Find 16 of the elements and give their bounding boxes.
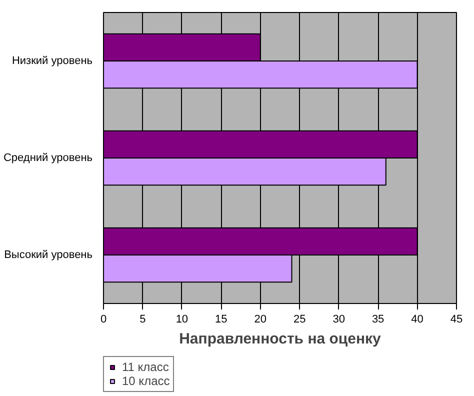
x-tick-label: 10	[176, 314, 188, 326]
y-tick-label: Высокий уровень	[4, 249, 93, 261]
x-tick-label: 45	[450, 314, 463, 326]
x-axis-title: Направленность на оценку	[179, 330, 382, 348]
legend-label: 11 класс	[122, 360, 169, 374]
x-tick-label: 0	[100, 314, 107, 326]
legend-label: 10 класс	[122, 374, 170, 388]
y-tick-label: Средний уровень	[3, 152, 93, 164]
x-tick-label: 25	[293, 314, 306, 326]
x-tick-label: 20	[254, 314, 267, 326]
x-tick-label: 15	[215, 314, 228, 326]
x-tick-label: 40	[411, 314, 424, 326]
x-tick-label: 30	[332, 314, 345, 326]
x-tick-label: 5	[140, 314, 146, 326]
y-tick-label: Низкий уровень	[12, 55, 93, 67]
x-tick-label: 35	[372, 314, 384, 326]
